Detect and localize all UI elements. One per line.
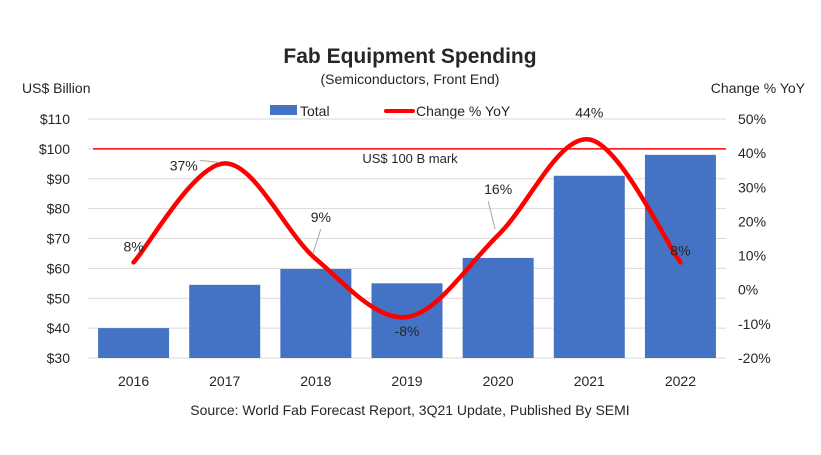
label-leader <box>487 200 496 230</box>
change-label-2016: 8% <box>123 238 143 254</box>
right-tick-label: -10% <box>738 316 771 332</box>
right-tick-label: -20% <box>738 350 771 366</box>
bar-2022 <box>644 154 716 358</box>
right-tick-label: 30% <box>738 179 766 195</box>
label-leader <box>312 228 322 255</box>
x-tick-label: 2019 <box>391 373 422 389</box>
x-tick-label: 2017 <box>209 373 240 389</box>
left-tick-label: $30 <box>47 350 71 366</box>
right-tick-label: 0% <box>738 282 758 298</box>
bar-2020 <box>462 257 534 358</box>
bar-2018 <box>280 268 352 358</box>
change-label-2019: -8% <box>395 323 420 339</box>
legend-label-change: Change % YoY <box>416 103 511 119</box>
bar-2019 <box>371 283 443 358</box>
right-tick-label: 20% <box>738 213 766 229</box>
bar-2016 <box>98 328 170 358</box>
bar-2017 <box>189 284 261 358</box>
change-label-2017: 37% <box>170 157 198 173</box>
left-tick-label: $70 <box>47 231 71 247</box>
legend-label-total: Total <box>300 103 330 119</box>
bar-2021 <box>553 175 625 358</box>
chart-subtitle: (Semiconductors, Front End) <box>321 71 500 87</box>
left-tick-label: $60 <box>47 260 71 276</box>
left-axis-label: US$ Billion <box>22 80 90 96</box>
change-label-2018: 9% <box>311 209 331 225</box>
legend: Total Change % YoY <box>270 103 511 119</box>
source-note: Source: World Fab Forecast Report, 3Q21 … <box>190 402 629 418</box>
change-label-2020: 16% <box>484 181 512 197</box>
x-tick-label: 2016 <box>118 373 149 389</box>
x-tick-label: 2022 <box>665 373 696 389</box>
chart-title: Fab Equipment Spending <box>283 45 536 68</box>
left-tick-label: $110 <box>40 111 70 127</box>
right-tick-label: 10% <box>738 248 766 264</box>
x-tick-label: 2020 <box>483 373 514 389</box>
left-tick-label: $90 <box>47 171 71 187</box>
label-leader <box>199 159 220 163</box>
x-tick-label: 2021 <box>574 373 605 389</box>
change-yoy-line <box>131 137 683 320</box>
left-tick-label: $100 <box>39 141 70 157</box>
change-label-2022: 8% <box>670 242 690 258</box>
change-label-2021: 44% <box>575 104 603 120</box>
reference-line-label: US$ 100 B mark <box>362 151 458 166</box>
right-axis-label: Change % YoY <box>711 80 806 96</box>
x-tick-label: 2018 <box>300 373 331 389</box>
right-tick-label: 40% <box>738 145 766 161</box>
left-tick-label: $80 <box>47 201 71 217</box>
left-tick-label: $40 <box>47 320 71 336</box>
left-tick-label: $50 <box>47 290 71 306</box>
legend-swatch-total <box>270 105 297 115</box>
right-tick-label: 50% <box>738 111 766 127</box>
